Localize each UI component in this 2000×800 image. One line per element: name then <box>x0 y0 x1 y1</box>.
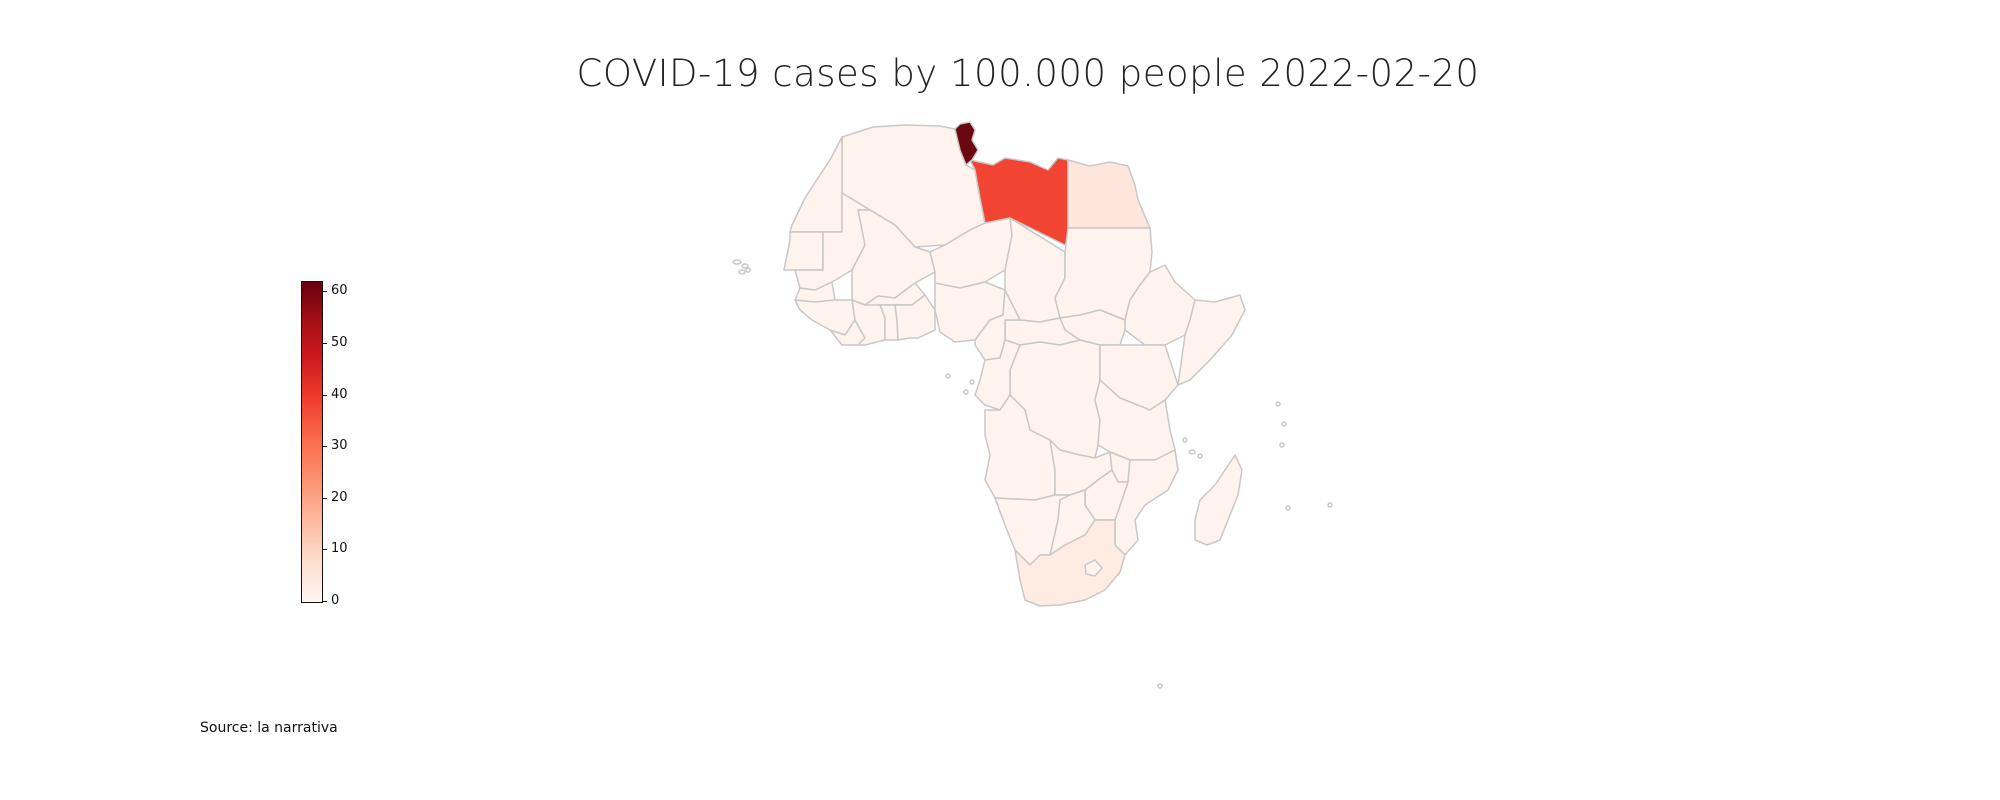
map-title: COVID-19 cases by 100.000 people 2022-02… <box>576 52 1480 95</box>
island-outline <box>1281 421 1287 427</box>
colorbar-tick-label: 0 <box>331 593 340 608</box>
country-guinea-region <box>794 299 856 336</box>
island-outline <box>732 259 742 265</box>
country-togo-benin <box>894 294 936 341</box>
country-western-sahara <box>783 231 824 271</box>
island-outline <box>745 267 751 273</box>
island-outline <box>1197 453 1203 459</box>
island-outline <box>741 263 749 269</box>
colorbar-tick <box>322 291 327 293</box>
colorbar-tick-label: 60 <box>331 283 348 299</box>
island-outline <box>969 379 975 385</box>
colorbar-tick-label: 20 <box>331 489 348 505</box>
colorbar-tick-label: 50 <box>331 334 348 350</box>
country-lesotho <box>1084 559 1103 577</box>
islands-layer <box>732 259 1333 689</box>
island-outline <box>1182 437 1188 443</box>
country-south-africa <box>1014 519 1126 607</box>
colorbar-tick <box>322 497 327 499</box>
colorbar-tick-label: 30 <box>331 438 348 454</box>
colorbar-tick <box>322 549 327 551</box>
colorbar-tick <box>322 446 327 448</box>
island-outline <box>1157 683 1163 689</box>
country-egypt <box>1067 159 1151 229</box>
colorbar-tick <box>322 601 327 602</box>
colorbar: 0 10 20 30 40 50 60 <box>301 281 361 608</box>
country-madagascar <box>1194 454 1243 546</box>
island-outline <box>1188 449 1196 455</box>
colorbar-tick <box>322 342 327 344</box>
source-note: Source: la narrativa <box>200 720 338 736</box>
island-outline <box>738 269 746 275</box>
island-outline <box>1279 442 1285 448</box>
country-tunisia <box>954 121 979 166</box>
colorbar-tick-label: 10 <box>331 541 348 557</box>
island-outline <box>1275 401 1281 407</box>
countries-layer <box>783 121 1246 607</box>
island-outline <box>963 389 969 395</box>
colorbar-tick-label: 40 <box>331 386 348 402</box>
country-morocco <box>789 136 843 233</box>
island-outline <box>1285 505 1291 511</box>
country-somalia <box>1177 294 1246 386</box>
island-outline <box>945 373 951 379</box>
colorbar-gradient <box>301 281 323 603</box>
colorbar-tick <box>322 394 327 396</box>
island-outline <box>1327 502 1333 508</box>
